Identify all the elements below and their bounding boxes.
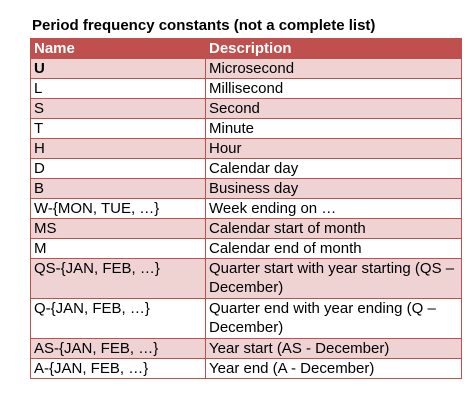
row-name: W-{MON, TUE, …} [30, 198, 206, 219]
row-name: T [30, 118, 206, 139]
row-name: D [30, 158, 206, 179]
row-description: Calendar end of month [205, 238, 462, 259]
table-row: AS-{JAN, FEB, …} Year start (AS - Decemb… [30, 338, 462, 359]
table-caption: Period frequency constants (not a comple… [32, 17, 376, 34]
table-row: S Second [30, 98, 462, 119]
row-name: A-{JAN, FEB, …} [30, 358, 206, 379]
table-row: U Microsecond [30, 58, 462, 79]
row-description: Quarter start with year starting (QS – D… [205, 258, 462, 299]
row-description: Year end (A - December) [205, 358, 462, 379]
row-description: Calendar start of month [205, 218, 462, 239]
row-description: Quarter end with year ending (Q – Decemb… [205, 298, 462, 339]
row-name: H [30, 138, 206, 159]
row-description: Hour [205, 138, 462, 159]
table-row: H Hour [30, 138, 462, 159]
row-name: QS-{JAN, FEB, …} [30, 258, 206, 299]
row-description: Second [205, 98, 462, 119]
row-name: M [30, 238, 206, 259]
row-name: AS-{JAN, FEB, …} [30, 338, 206, 359]
table-row: L Millisecond [30, 78, 462, 99]
table-row: QS-{JAN, FEB, …} Quarter start with year… [30, 258, 462, 299]
table-row: D Calendar day [30, 158, 462, 179]
row-description: Minute [205, 118, 462, 139]
table-row: MS Calendar start of month [30, 218, 462, 239]
row-description: Millisecond [205, 78, 462, 99]
table-row: B Business day [30, 178, 462, 199]
header-name: Name [30, 38, 206, 59]
row-description: Business day [205, 178, 462, 199]
header-description: Description [205, 38, 462, 59]
row-name: B [30, 178, 206, 199]
row-name: Q-{JAN, FEB, …} [30, 298, 206, 339]
row-name: S [30, 98, 206, 119]
row-name: MS [30, 218, 206, 239]
table-header-row: Name Description [30, 38, 462, 59]
frequency-table: Name Description U Microsecond L Millise… [30, 38, 462, 379]
table-row: W-{MON, TUE, …} Week ending on … [30, 198, 462, 219]
row-description: Week ending on … [205, 198, 462, 219]
table-row: T Minute [30, 118, 462, 139]
table-row: Q-{JAN, FEB, …} Quarter end with year en… [30, 298, 462, 339]
row-description: Calendar day [205, 158, 462, 179]
row-description: Year start (AS - December) [205, 338, 462, 359]
row-name: L [30, 78, 206, 99]
row-name: U [30, 58, 206, 79]
frequency-table-container: Name Description U Microsecond L Millise… [30, 38, 462, 379]
table-row: A-{JAN, FEB, …} Year end (A - December) [30, 358, 462, 379]
table-row: M Calendar end of month [30, 238, 462, 259]
row-description: Microsecond [205, 58, 462, 79]
